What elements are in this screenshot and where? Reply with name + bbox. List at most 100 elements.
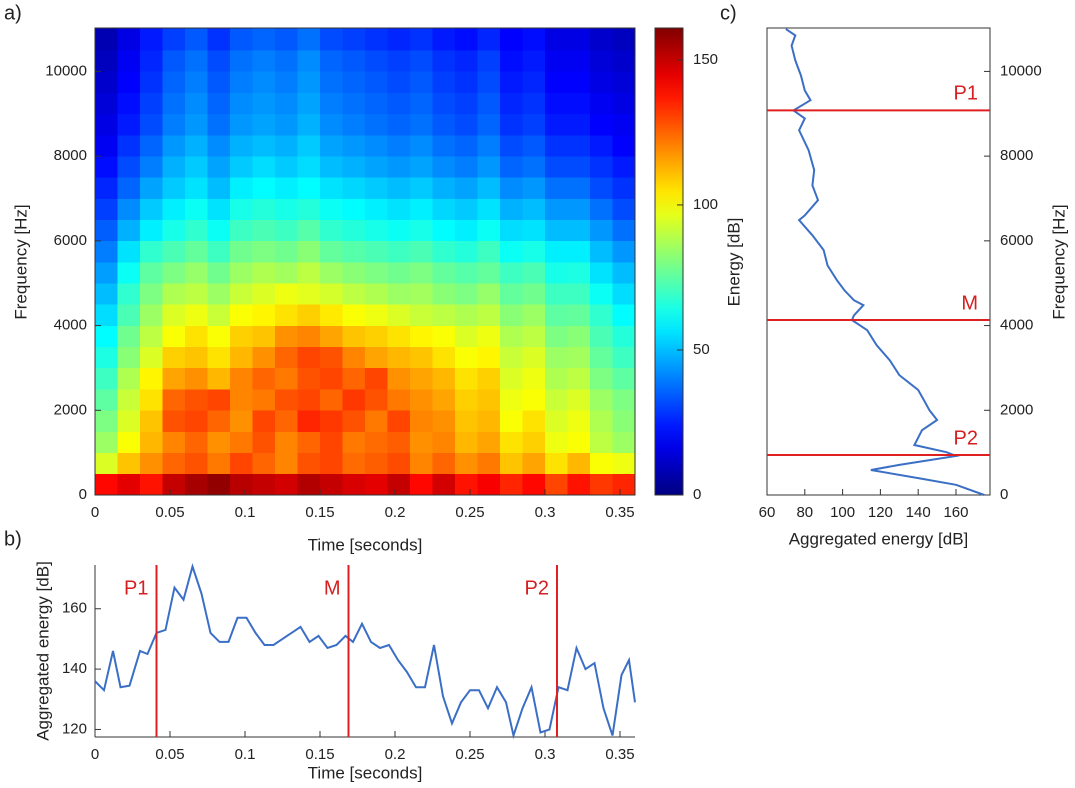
x-tick-label: 0.35: [605, 504, 634, 521]
heat-cell: [500, 431, 523, 453]
heat-cell: [387, 346, 411, 369]
heat-cell: [252, 325, 276, 348]
heat-cell: [365, 198, 388, 220]
heat-cell: [320, 71, 343, 93]
x-tick-label: 0.3: [535, 746, 556, 763]
heat-cell: [410, 198, 433, 220]
heat-cell: [297, 134, 321, 157]
heat-cell: [140, 473, 163, 496]
heat-cell: [545, 431, 568, 453]
heat-cell: [230, 452, 253, 475]
heat-cell: [297, 198, 321, 220]
heat-cell: [95, 367, 118, 390]
heat-cell: [410, 156, 433, 178]
y-axis-label: Aggregated energy [dB]: [33, 561, 52, 741]
heat-cell: [162, 28, 186, 51]
heat-cell: [207, 367, 231, 390]
heat-cell: [252, 304, 276, 326]
heat-cell: [545, 28, 568, 51]
heat-cell: [117, 452, 141, 475]
heat-cell: [297, 389, 321, 411]
heat-cell: [140, 452, 163, 475]
heat-cell: [230, 389, 253, 411]
heat-cell: [275, 283, 298, 305]
heat-cell: [612, 367, 636, 390]
y-axis-label: Frequency [Hz]: [11, 204, 30, 319]
heat-cell: [207, 325, 231, 348]
heat-cell: [410, 452, 433, 475]
heat-cell: [117, 410, 141, 432]
heat-cell: [387, 240, 411, 263]
heat-cell: [162, 240, 186, 263]
x-tick-label: 0: [91, 746, 99, 763]
heat-cell: [320, 113, 343, 136]
heat-cell: [230, 367, 253, 390]
heat-cell: [140, 28, 163, 51]
heat-cell: [545, 389, 568, 411]
heat-cell: [477, 113, 501, 136]
heat-cell: [95, 431, 118, 453]
heat-cell: [500, 92, 523, 115]
heat-cell: [342, 177, 366, 199]
heat-cell: [117, 240, 141, 263]
heat-cell: [95, 177, 118, 199]
heat-cell: [477, 71, 501, 93]
heat-cell: [185, 325, 208, 348]
heat-cell: [140, 198, 163, 220]
heat-cell: [230, 410, 253, 432]
heat-cell: [612, 92, 636, 115]
heat-cell: [567, 134, 591, 157]
heat-cell: [567, 367, 591, 390]
heat-cell: [432, 134, 456, 157]
heat-cell: [252, 410, 276, 432]
heat-cell: [342, 473, 366, 496]
x-tick-label: 0.05: [155, 746, 184, 763]
x-tick-label: 0.15: [305, 746, 334, 763]
heat-cell: [207, 198, 231, 220]
heat-cell: [522, 473, 546, 496]
heat-cell: [117, 50, 141, 72]
heat-cell: [185, 92, 208, 115]
heat-cell: [140, 177, 163, 199]
heat-cell: [320, 283, 343, 305]
heat-cell: [275, 113, 298, 136]
heat-cell: [185, 473, 208, 496]
heat-cell: [612, 262, 636, 284]
x-axis-label: Aggregated energy [dB]: [789, 529, 969, 548]
heat-cell: [252, 452, 276, 475]
heat-cell: [545, 177, 568, 199]
marker-label: P1: [124, 577, 148, 599]
heat-cell: [410, 410, 433, 432]
heat-cell: [252, 283, 276, 305]
heat-cell: [387, 325, 411, 348]
heat-cell: [567, 240, 591, 263]
heat-cell: [185, 219, 208, 242]
x-tick-label: 0.2: [385, 504, 406, 521]
heat-cell: [162, 262, 186, 284]
heat-cell: [432, 156, 456, 178]
heat-cell: [410, 346, 433, 369]
heat-cell: [95, 198, 118, 220]
heat-cell: [410, 177, 433, 199]
heat-cell: [342, 134, 366, 157]
heat-cell: [365, 473, 388, 496]
heat-cell: [612, 410, 636, 432]
heat-cell: [410, 71, 433, 93]
heat-cell: [500, 325, 523, 348]
heat-cell: [297, 240, 321, 263]
heat-cell: [342, 262, 366, 284]
heat-cell: [185, 134, 208, 157]
heat-cell: [387, 262, 411, 284]
y-tick-label: 6000: [54, 232, 87, 249]
heat-cell: [432, 431, 456, 453]
heat-cell: [297, 50, 321, 72]
heat-cell: [477, 410, 501, 432]
heat-cell: [185, 71, 208, 93]
heat-cell: [590, 177, 613, 199]
heat-cell: [320, 92, 343, 115]
heat-cell: [567, 156, 591, 178]
heat-cell: [477, 367, 501, 390]
heat-cell: [612, 134, 636, 157]
y-tick-label: 0: [693, 486, 701, 503]
heat-cell: [297, 325, 321, 348]
